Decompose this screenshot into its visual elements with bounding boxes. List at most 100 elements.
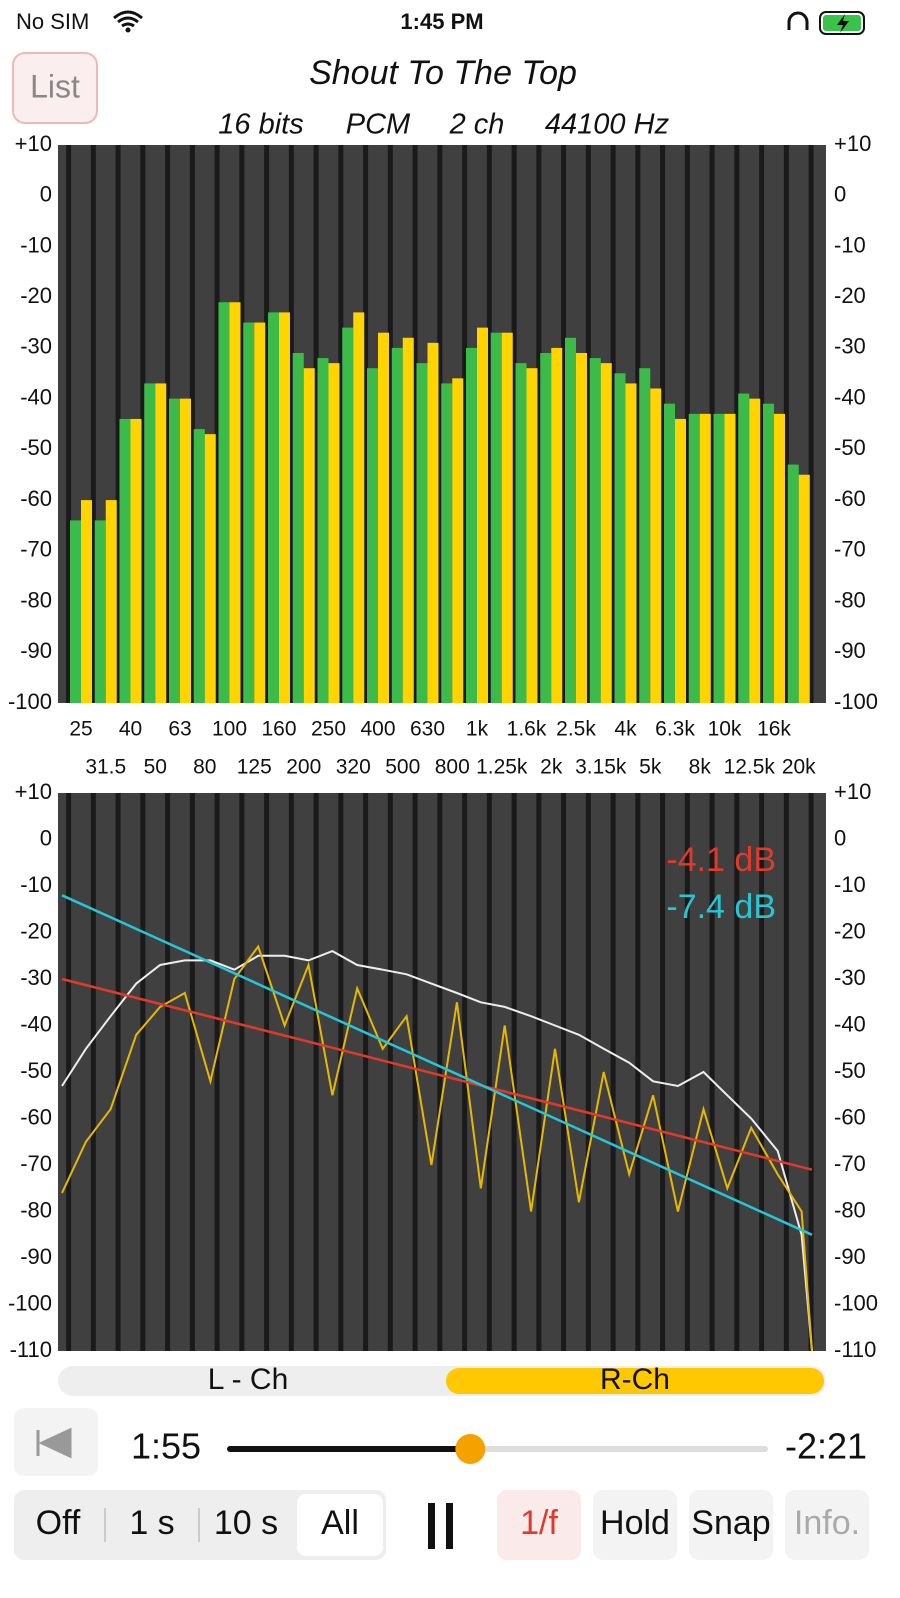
y-tick-label: -50 [834, 1058, 866, 1083]
bar [749, 398, 761, 703]
bar [688, 413, 700, 703]
bar [94, 520, 106, 703]
band-label: 50 [144, 756, 167, 779]
y-tick-label: -30 [20, 334, 52, 359]
y-tick-label: +10 [15, 779, 52, 804]
y-tick-label: -10 [834, 872, 866, 897]
y-tick-label: +10 [834, 779, 871, 804]
bar [551, 347, 563, 703]
clock: 1:45 PM [400, 9, 483, 34]
bar [279, 312, 290, 703]
bar [600, 363, 612, 703]
remaining-time: -2:21 [785, 1426, 867, 1467]
track-title: Shout To The Top [309, 54, 577, 92]
y-tick-label: -70 [834, 537, 866, 562]
hold-option[interactable]: Off [36, 1504, 81, 1542]
y-tick-label: -70 [834, 1151, 866, 1176]
y-tick-label: -40 [834, 1011, 866, 1036]
pause-bar[interactable] [428, 1503, 435, 1549]
bar [477, 327, 488, 703]
band-label: 2.5k [556, 718, 596, 741]
control-button-label[interactable]: Snap [691, 1504, 770, 1542]
pause-bar[interactable] [446, 1503, 453, 1549]
band-label: 4k [614, 718, 637, 741]
y-tick-label: -20 [20, 918, 52, 943]
hold-option[interactable]: All [321, 1504, 359, 1542]
right-channel[interactable]: R-Ch [600, 1363, 670, 1396]
y-tick-label: -20 [834, 283, 866, 308]
bar [378, 332, 389, 703]
band-label: 630 [410, 718, 445, 741]
y-tick-label: -80 [20, 1197, 52, 1222]
control-button[interactable] [785, 1490, 869, 1560]
y-tick-label: -60 [834, 486, 866, 511]
control-button[interactable] [593, 1490, 677, 1560]
rewind-icon[interactable] [36, 1427, 72, 1459]
bar [466, 347, 477, 703]
bar [144, 383, 156, 703]
bar [328, 363, 340, 703]
bar [664, 403, 675, 703]
list-button-label[interactable]: List [30, 68, 80, 104]
bar [105, 500, 117, 703]
band-label: 10k [708, 718, 742, 741]
spectrum-line [61, 944, 813, 1352]
left-channel[interactable]: L - Ch [208, 1363, 289, 1396]
bar [169, 398, 180, 703]
bar [526, 368, 538, 703]
hold-option[interactable]: 1 s [129, 1504, 174, 1542]
bar [391, 347, 403, 703]
hold-option[interactable]: 10 s [214, 1504, 278, 1542]
y-tick-label: +10 [834, 131, 871, 156]
band-label: 40 [119, 718, 142, 741]
slope-annotation: -4.1 dB [666, 841, 776, 879]
y-tick-label: +10 [15, 131, 52, 156]
control-button[interactable] [497, 1490, 581, 1560]
bar [243, 322, 255, 703]
bar [303, 368, 315, 703]
y-tick-label: -50 [20, 1058, 52, 1083]
carrier: No SIM [16, 9, 89, 34]
bar [367, 368, 378, 703]
charging-bolt [837, 14, 849, 33]
control-button-label[interactable]: 1/f [520, 1504, 558, 1542]
band-label: 125 [237, 756, 272, 779]
bar [699, 413, 711, 703]
band-label: 8k [689, 756, 712, 779]
y-tick-label: -10 [20, 232, 52, 257]
y-tick-label: -100 [8, 1290, 52, 1315]
band-label: 1.25k [476, 756, 528, 779]
bar [774, 413, 785, 703]
bar [639, 368, 651, 703]
slider-knob[interactable] [455, 1434, 486, 1464]
wifi-dot [125, 27, 131, 33]
control-button-label[interactable]: Hold [600, 1504, 670, 1542]
band-label: 5k [639, 756, 662, 779]
y-tick-label: -90 [834, 638, 866, 663]
bar [292, 352, 304, 703]
spectrum-line [61, 949, 813, 1352]
band-label: 20k [782, 756, 816, 779]
list-button[interactable] [12, 52, 98, 124]
y-tick-label: -70 [20, 1151, 52, 1176]
bar [218, 302, 230, 703]
wifi-icon [113, 10, 143, 28]
control-button[interactable] [689, 1490, 773, 1560]
y-tick-label: 0 [40, 825, 52, 850]
band-label: 2k [540, 756, 563, 779]
bar [713, 413, 725, 703]
y-tick-label: 0 [834, 182, 846, 207]
y-tick-label: -110 [834, 1337, 876, 1362]
format-codec: PCM [346, 109, 411, 141]
y-tick-label: -90 [20, 1244, 52, 1269]
y-tick-label: -40 [20, 1011, 52, 1036]
bar [204, 434, 216, 703]
control-button-label[interactable]: Info. [794, 1504, 860, 1542]
hold-options: Off 1 s 10 s All [36, 1494, 383, 1556]
band-label: 80 [193, 756, 216, 779]
y-tick-label: -80 [834, 1197, 866, 1222]
bar [675, 418, 686, 703]
headphones-icon [787, 11, 809, 30]
bar [342, 327, 354, 703]
